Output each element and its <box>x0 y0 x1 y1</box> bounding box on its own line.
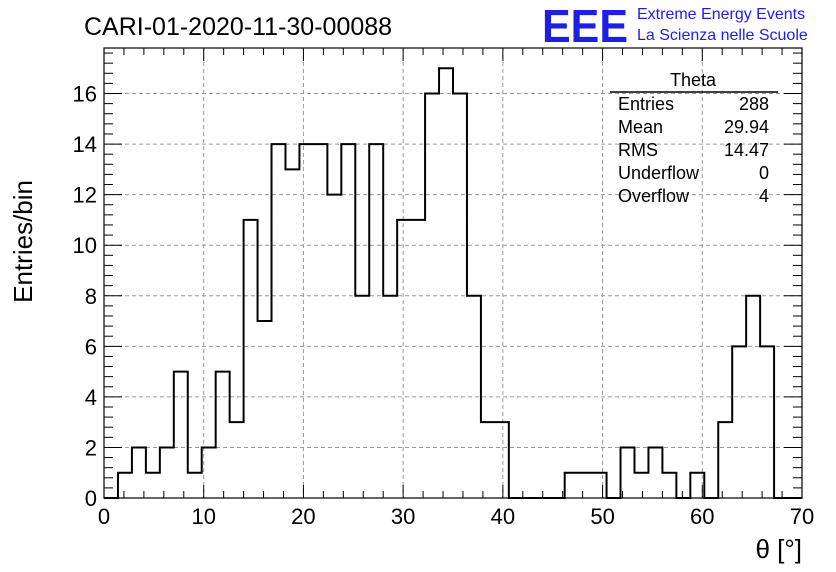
stats-label: Entries <box>618 94 674 114</box>
eee-logo-line2: La Scienza nelle Scuole <box>637 27 808 44</box>
x-axis-label: θ [°] <box>755 534 802 564</box>
y-tick-label: 8 <box>85 284 97 309</box>
x-tick-label: 50 <box>590 504 614 529</box>
stats-label: RMS <box>618 140 658 160</box>
y-axis-ticks <box>104 52 802 499</box>
y-tick-label: 4 <box>85 385 97 410</box>
eee-logo: EEE Extreme Energy Events La Scienza nel… <box>542 0 808 52</box>
x-tick-labels: 0 10 20 30 40 50 60 70 <box>98 504 814 529</box>
stats-label: Mean <box>618 117 663 137</box>
stats-label: Underflow <box>618 163 700 183</box>
x-tick-label: 70 <box>790 504 814 529</box>
y-tick-label: 14 <box>73 132 97 157</box>
eee-logo-mark: EEE <box>542 0 628 52</box>
chart-title: CARI-01-2020-11-30-00088 <box>84 13 392 41</box>
stats-rows: Entries 288 Mean 29.94 RMS 14.47 Underflow 0 Ove… <box>618 94 769 206</box>
stats-box: Theta Entries 288 Mean 29.94 RMS 14.47 Underfl… <box>610 70 778 206</box>
x-axis-ticks <box>103 48 803 498</box>
histogram-series <box>104 67 802 499</box>
stats-label: Overflow <box>618 186 690 206</box>
y-tick-label: 2 <box>85 435 97 460</box>
stats-value: 29.94 <box>724 117 769 137</box>
stats-value: 4 <box>759 186 769 206</box>
y-tick-label: 10 <box>73 233 97 258</box>
x-tick-label: 30 <box>391 504 415 529</box>
x-tick-label: 60 <box>690 504 714 529</box>
stats-value: 288 <box>739 94 769 114</box>
x-tick-label: 20 <box>291 504 315 529</box>
grid-lines <box>104 48 802 498</box>
stats-value: 14.47 <box>724 140 769 160</box>
y-tick-label: 0 <box>85 486 97 511</box>
y-tick-labels: 0 2 4 6 8 10 12 14 16 <box>73 82 97 511</box>
stats-name: Theta <box>670 70 717 90</box>
x-tick-label: 40 <box>491 504 515 529</box>
eee-logo-line1: Extreme Energy Events <box>637 6 805 23</box>
y-tick-label: 16 <box>73 82 97 107</box>
x-tick-label: 0 <box>98 504 110 529</box>
y-tick-label: 12 <box>73 183 97 208</box>
x-tick-label: 10 <box>191 504 215 529</box>
plot-frame <box>103 47 803 499</box>
y-tick-label: 6 <box>85 334 97 359</box>
stats-value: 0 <box>759 163 769 183</box>
y-axis-label: Entries/bin <box>8 180 38 303</box>
